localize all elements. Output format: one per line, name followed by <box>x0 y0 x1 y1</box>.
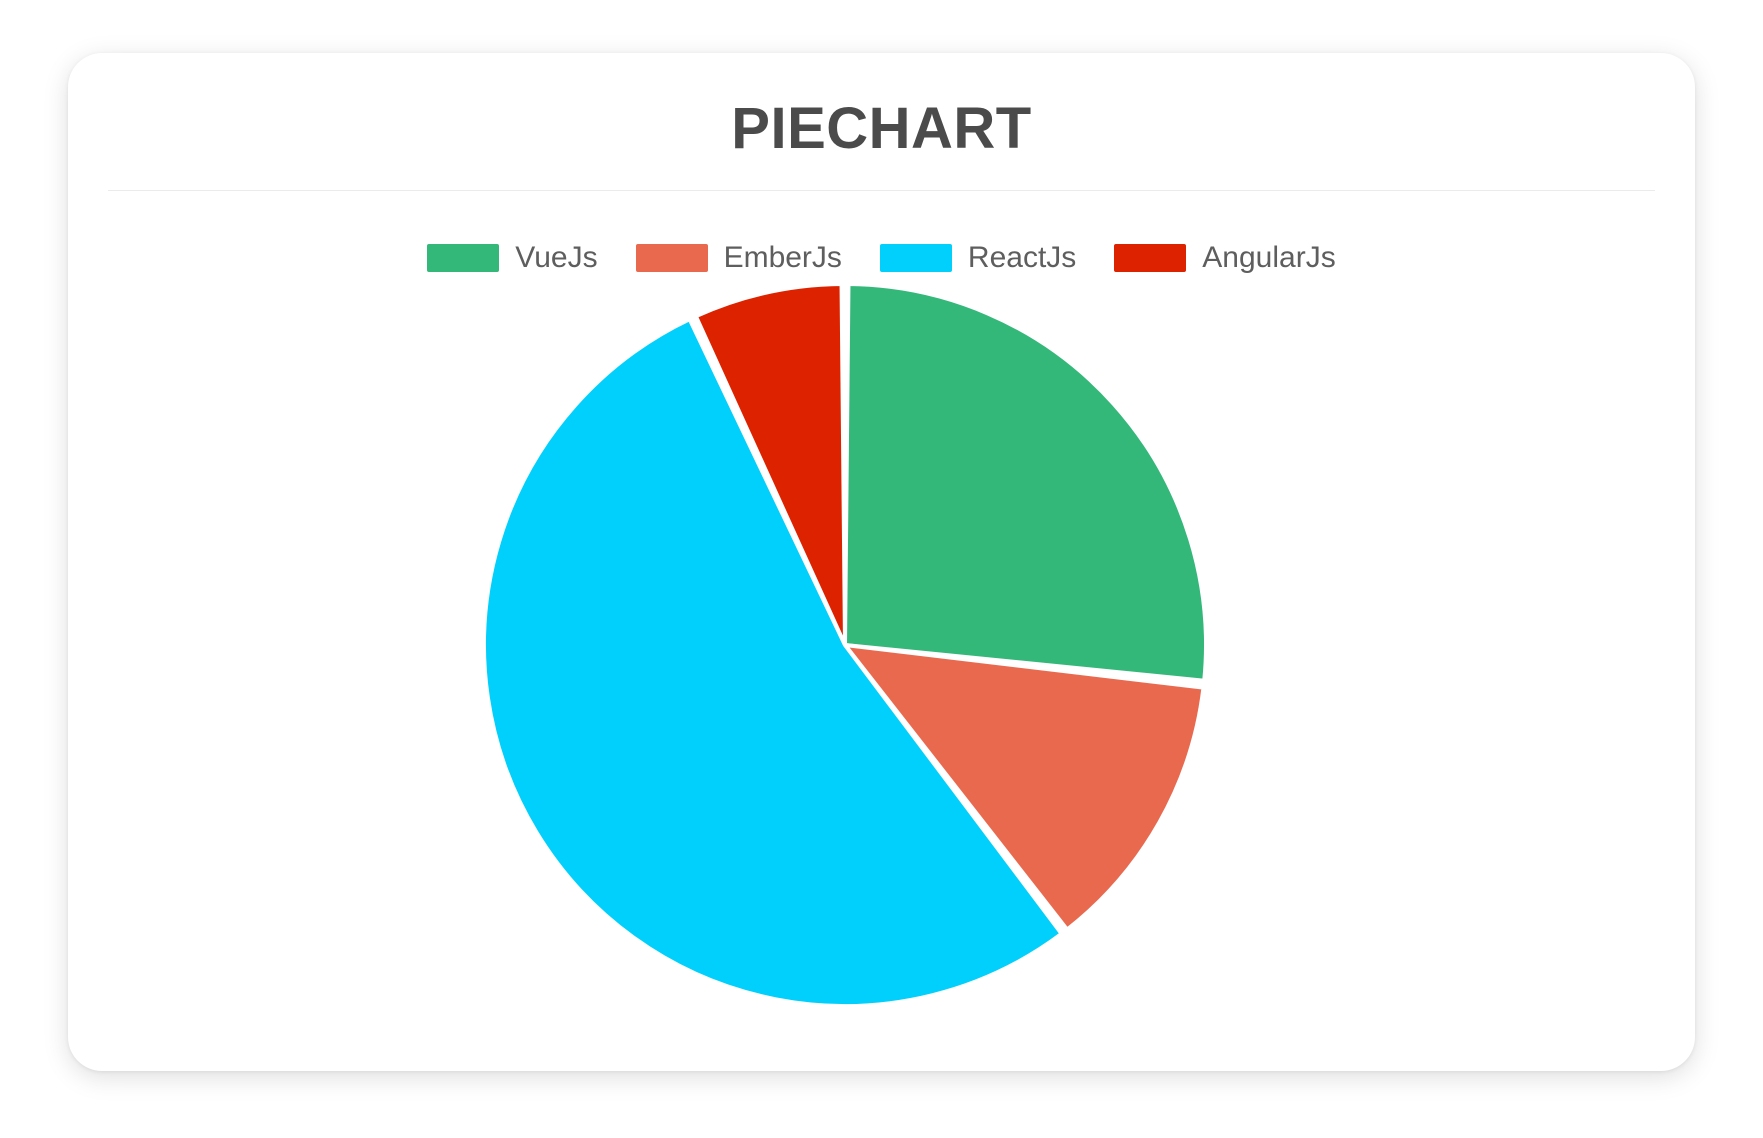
legend-swatch-angularjs <box>1114 244 1187 272</box>
legend-label-reactjs: ReactJs <box>967 241 1077 274</box>
chart-legend: VueJs EmberJs ReactJs AngularJs <box>68 241 1695 275</box>
legend-label-angularjs: AngularJs <box>1202 241 1336 274</box>
page-title: PIECHART <box>731 96 1032 161</box>
pie-slice-reactjs[interactable] <box>482 316 1065 1008</box>
legend-item-angularjs[interactable]: AngularJs <box>1114 241 1336 275</box>
pie-slices <box>482 281 1208 1008</box>
pie-slice-angularjs[interactable] <box>693 282 847 646</box>
legend-label-emberjs: EmberJs <box>723 241 842 274</box>
chart-area <box>68 53 1695 1071</box>
pie-chart[interactable] <box>445 245 1245 1045</box>
legend-item-emberjs[interactable]: EmberJs <box>635 241 842 275</box>
legend-item-reactjs[interactable]: ReactJs <box>879 241 1077 275</box>
pie-slice-vuejs[interactable] <box>842 281 1208 683</box>
legend-swatch-vuejs <box>427 244 500 272</box>
legend-item-vuejs[interactable]: VueJs <box>427 241 598 275</box>
title-divider <box>108 190 1655 191</box>
legend-label-vuejs: VueJs <box>515 241 598 274</box>
pie-slice-emberjs[interactable] <box>840 642 1206 933</box>
legend-swatch-emberjs <box>635 244 708 272</box>
legend-swatch-reactjs <box>879 244 952 272</box>
chart-card: PIECHART VueJs EmberJs ReactJs AngularJs <box>68 53 1695 1071</box>
